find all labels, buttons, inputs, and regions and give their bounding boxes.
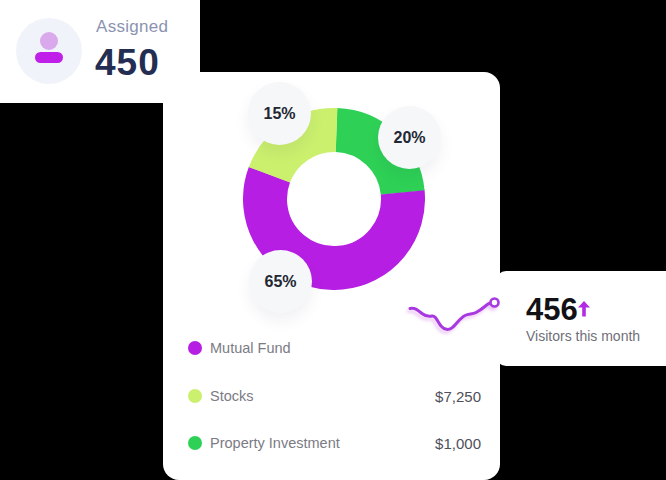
user-avatar-icon — [16, 18, 82, 84]
up-arrow-icon — [577, 300, 591, 317]
legend-row-mutual-fund: Mutual Fund — [188, 338, 481, 358]
property-dot-icon — [188, 436, 202, 450]
legend-value: $1,000 — [435, 435, 481, 452]
donut-label-property: 20% — [378, 106, 441, 169]
avatar-body — [35, 52, 63, 63]
legend-value: $7,250 — [435, 388, 481, 405]
legend-label: Mutual Fund — [210, 340, 291, 356]
assigned-label: Assigned — [96, 17, 168, 37]
avatar-head — [40, 32, 58, 50]
mutual-fund-dot-icon — [188, 341, 202, 355]
legend-row-property: Property Investment $1,000 — [188, 433, 481, 453]
visitors-card: 456 Visitors this month — [496, 271, 666, 366]
legend-label: Property Investment — [210, 435, 340, 451]
assigned-value: 450 — [95, 42, 160, 84]
visitors-label: Visitors this month — [526, 328, 640, 344]
legend-label: Stocks — [210, 388, 254, 404]
visitors-sparkline — [400, 288, 510, 340]
donut-label-stocks: 15% — [248, 82, 311, 145]
legend-row-stocks: Stocks $7,250 — [188, 386, 481, 406]
portfolio-card: 15% 20% 65% Mutual Fund Stocks $7,250 Pr… — [163, 72, 500, 480]
visitors-count: 456 — [526, 292, 578, 328]
donut-label-mutual-fund: 65% — [249, 250, 312, 313]
stocks-dot-icon — [188, 389, 202, 403]
